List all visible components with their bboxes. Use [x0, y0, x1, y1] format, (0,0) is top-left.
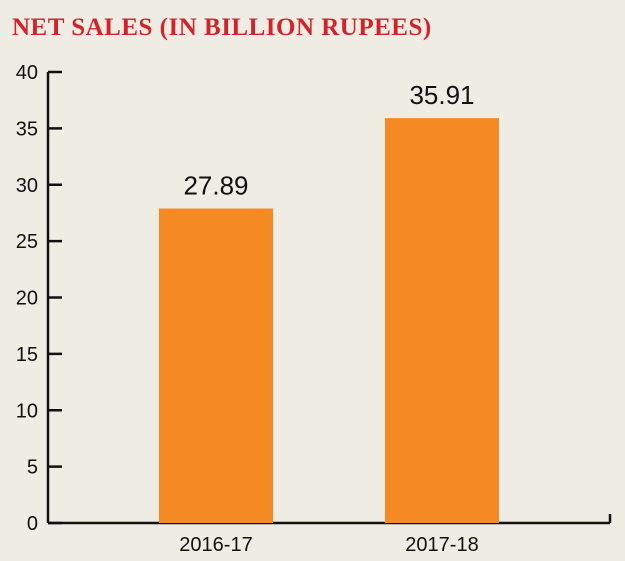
y-tick-label: 30	[16, 175, 38, 197]
chart-bars	[159, 118, 499, 524]
bar	[385, 118, 499, 524]
y-tick-label: 20	[16, 288, 38, 310]
y-tick-label: 5	[27, 457, 38, 479]
y-tick-label: 40	[16, 62, 38, 84]
y-tick-label: 10	[16, 400, 38, 422]
chart-labels: 27.89 2016-17 35.91 2017-18	[179, 80, 478, 556]
x-category-label: 2017-18	[405, 534, 478, 556]
bar	[159, 208, 273, 523]
bar-value-label: 27.89	[183, 171, 248, 201]
y-tick-label: 0	[27, 513, 38, 535]
y-tick-label: 15	[16, 344, 38, 366]
chart-axes: 0 5 10 15 20 25 30 35 40	[16, 62, 612, 535]
x-category-label: 2016-17	[179, 534, 252, 556]
bar-value-label: 35.91	[409, 80, 474, 110]
chart-title: NET SALES (IN BILLION RUPEES)	[12, 14, 432, 41]
y-tick-label: 35	[16, 118, 38, 140]
y-tick-label: 25	[16, 231, 38, 253]
